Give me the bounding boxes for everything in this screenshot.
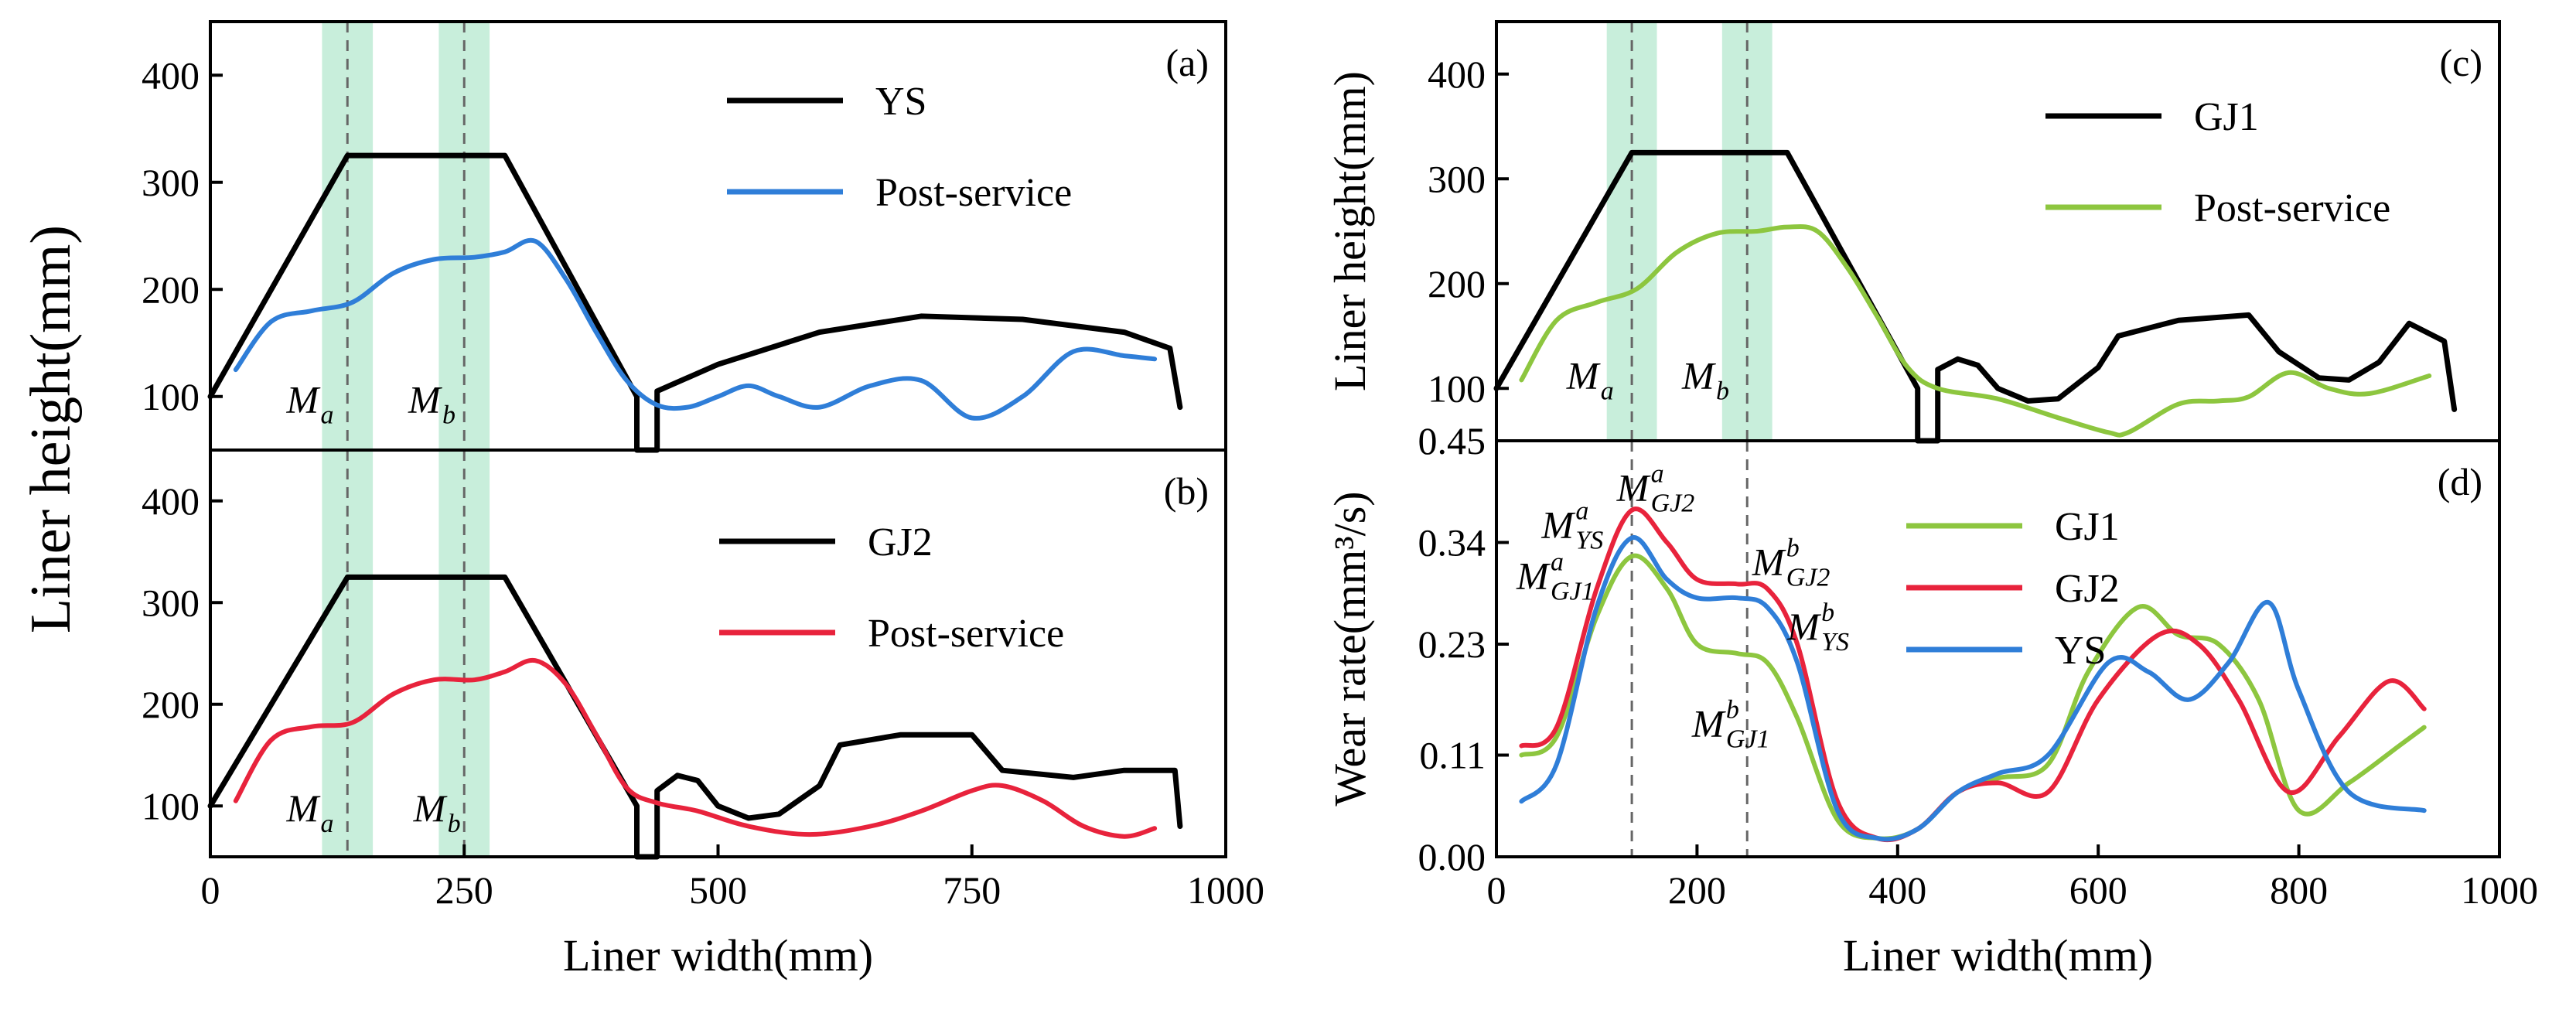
panel-label: (b)	[1164, 469, 1209, 513]
x-tick-label: 600	[2069, 868, 2127, 912]
panel-d: 0.00 0.11 0.23 0.34 0.45 0 200 400 600 800 1000 Lin…	[1325, 419, 2538, 981]
annotation-label: M	[413, 786, 448, 830]
legend-label: Post-service	[2194, 186, 2390, 230]
annotation-superscript: a	[1651, 460, 1664, 489]
plot-frame	[1495, 439, 2501, 858]
y-tick-label: 200	[142, 683, 200, 726]
panel-label: (a)	[1166, 41, 1210, 84]
series-line-gj2	[1519, 507, 2427, 843]
annotation-superscript: b	[1726, 696, 1739, 725]
y-tick-label: 200	[142, 268, 200, 311]
x-tick-label: 250	[435, 868, 493, 912]
annotation-label: M	[1786, 605, 1821, 648]
legend-label: GJ2	[868, 520, 933, 564]
panel-label: (d)	[2438, 460, 2482, 503]
y-tick-label: 400	[1428, 53, 1486, 96]
annotation-subscript: a	[320, 401, 333, 430]
x-tick-label: 800	[2270, 868, 2328, 912]
x-tick-label: 0	[201, 868, 220, 912]
y-tick-label: 100	[142, 375, 200, 418]
x-tick-label: 0	[1487, 868, 1506, 912]
annotation-label: M	[1516, 554, 1551, 597]
annotation-subscript: b	[442, 401, 455, 430]
series-line-gj1	[1519, 553, 2427, 841]
x-tick-label: 1000	[1187, 868, 1264, 912]
annotation-subscript: a	[1601, 377, 1614, 405]
legend-label: GJ1	[2194, 95, 2259, 139]
annotation-subscript: a	[320, 810, 333, 838]
y-tick-label: 400	[142, 53, 200, 97]
annotation-label: M	[1616, 466, 1651, 510]
y-axis-title: Wear rate(mm³/s)	[1325, 491, 1375, 806]
y-tick-label: 0.11	[1419, 733, 1486, 776]
annotation-subscript: b	[1716, 377, 1729, 405]
annotation-superscript: a	[1575, 497, 1588, 526]
series-line-ys	[207, 152, 1183, 453]
panel-b: 100 200 300 400 0 250 500 750 1000 Liner width(mm…	[142, 449, 1264, 981]
annotation-superscript: a	[1551, 547, 1564, 576]
annotation-label: M	[1691, 702, 1726, 745]
y-tick-label: 100	[142, 784, 200, 827]
annotation-superscript: b	[1786, 534, 1800, 562]
y-tick-label: 300	[142, 581, 200, 624]
annotation-label: M	[285, 378, 320, 421]
left-column-y-axis-title: Liner height(mm)	[19, 225, 83, 633]
annotation-label: M	[1752, 540, 1786, 583]
y-tick-label: 0.34	[1418, 521, 1486, 564]
y-tick-label: 300	[142, 161, 200, 204]
series-line-ys	[1519, 535, 2427, 842]
series-line-post-service	[1519, 223, 2432, 438]
panel-c: 100 200 300 400 Liner height(mm) (c) GJ1 Post-s…	[1325, 20, 2501, 444]
x-tick-label: 400	[1868, 868, 1926, 912]
annotation-subscript: GJ1	[1551, 577, 1595, 605]
legend-label: Post-service	[875, 171, 1072, 215]
x-tick-label: 1000	[2461, 868, 2538, 912]
x-axis-title: Liner width(mm)	[563, 930, 873, 981]
annotation-subscript: YS	[1575, 527, 1603, 555]
y-tick-label: 400	[142, 479, 200, 523]
annotation-label: M	[408, 378, 442, 421]
annotation-superscript: b	[1821, 599, 1834, 627]
y-tick-label: 100	[1428, 367, 1486, 410]
annotation-subscript: GJ1	[1726, 725, 1770, 754]
annotation-label: M	[1566, 353, 1601, 397]
annotation-subscript: GJ2	[1786, 563, 1830, 592]
x-tick-label: 500	[689, 868, 747, 912]
annotation-subscript: b	[448, 810, 461, 838]
annotation-subscript: YS	[1821, 628, 1849, 657]
legend-label: YS	[875, 80, 926, 124]
y-tick-label: 0.23	[1418, 622, 1486, 666]
legend-label: GJ2	[2055, 567, 2120, 611]
series-line-gj1	[1493, 149, 2458, 444]
y-tick-label: 0.45	[1418, 419, 1486, 462]
annotation-subscript: GJ2	[1651, 489, 1695, 518]
series-line-post-service	[233, 657, 1158, 839]
y-tick-label: 200	[1428, 262, 1486, 305]
series-line-post-service	[233, 237, 1158, 421]
y-axis-title: Liner height(mm)	[1325, 71, 1375, 391]
x-tick-label: 750	[943, 868, 1001, 912]
x-tick-label: 200	[1668, 868, 1726, 912]
series-line-gj2	[207, 574, 1183, 860]
y-tick-label: 0.00	[1418, 835, 1486, 878]
annotation-label: M	[1540, 503, 1575, 547]
y-tick-label: 300	[1428, 157, 1486, 200]
x-axis-title: Liner width(mm)	[1843, 930, 2153, 981]
legend-label: Post-service	[868, 612, 1064, 656]
annotation-label: M	[1681, 353, 1716, 397]
legend-label: YS	[2055, 629, 2106, 673]
legend-label: GJ1	[2055, 505, 2120, 549]
panel-label: (c)	[2440, 41, 2483, 84]
annotation-label: M	[285, 786, 320, 830]
